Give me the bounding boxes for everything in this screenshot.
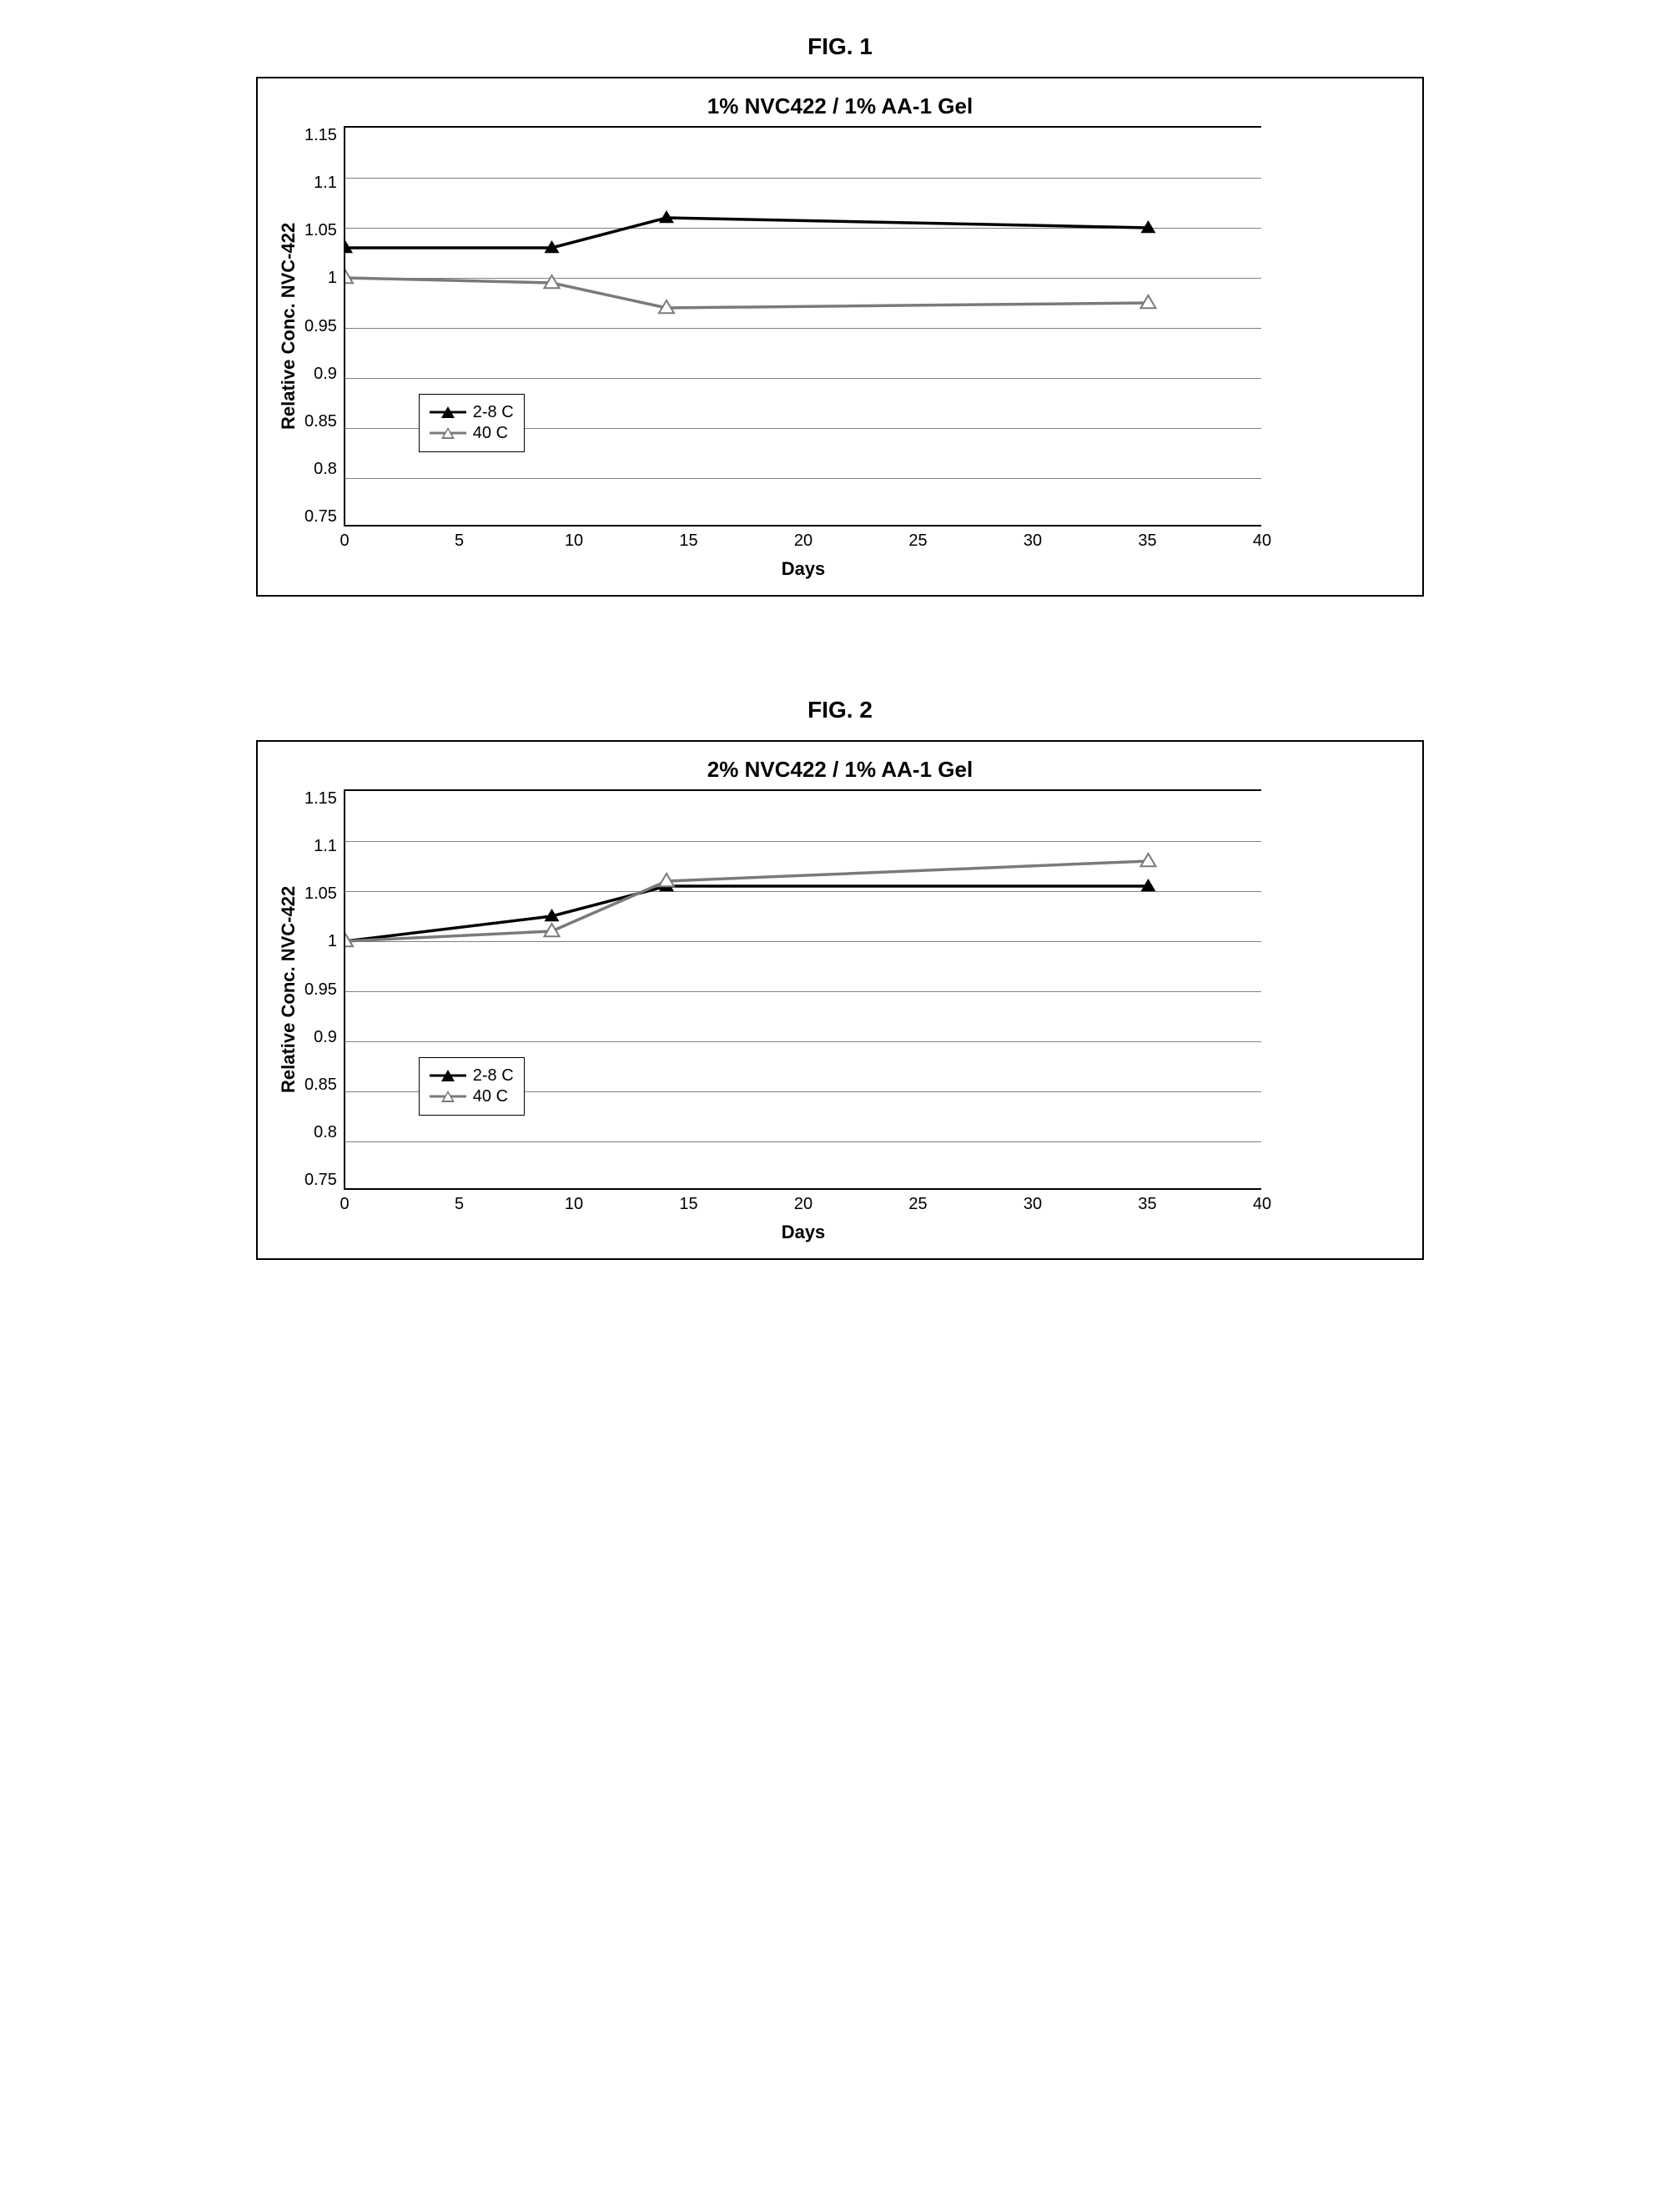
legend-label: 40 C — [473, 424, 508, 443]
x-axis-area: 0510152025303540Days — [345, 532, 1262, 580]
x-tick-label: 30 — [1020, 1195, 1045, 1214]
legend-swatch — [430, 425, 466, 441]
figure-label: FIG. 2 — [256, 697, 1424, 723]
series-line — [345, 278, 1149, 308]
y-tick-label: 0.8 — [314, 1123, 337, 1142]
x-axis-area: 0510152025303540Days — [345, 1195, 1262, 1243]
figure-spacer — [256, 597, 1424, 697]
x-tick-label: 30 — [1020, 532, 1045, 551]
y-tick-label: 0.85 — [304, 1076, 337, 1095]
y-tick-label: 0.85 — [304, 412, 337, 431]
x-tick-label: 20 — [791, 1195, 816, 1214]
y-axis-label: Relative Conc. NVC-422 — [273, 126, 304, 527]
x-tick-label: 40 — [1250, 532, 1275, 551]
plot-area: 2-8 C 40 C — [344, 126, 1261, 527]
legend: 2-8 C 40 C — [419, 394, 525, 452]
x-tick-label: 0 — [332, 532, 357, 551]
y-tick-label: 0.9 — [314, 365, 337, 384]
legend: 2-8 C40 C — [419, 1057, 525, 1116]
chart-area: Relative Conc. NVC-4221.15 1.1 1.05 1 0.95 0.… — [273, 126, 1407, 527]
y-tick-label: 0.75 — [304, 1171, 337, 1190]
x-tick-label: 5 — [447, 532, 472, 551]
y-tick-label: 1.15 — [304, 789, 337, 809]
legend-item: 40 C — [430, 1087, 514, 1106]
chart-svg — [345, 128, 1263, 528]
legend-swatch — [430, 1067, 466, 1084]
y-tick-label: 0.95 — [304, 980, 337, 1000]
legend-item: 40 C — [430, 424, 514, 443]
figure-label: FIG. 1 — [256, 33, 1424, 60]
y-tick-label: 1.05 — [304, 884, 337, 904]
y-tick-label: 1.15 — [304, 126, 337, 145]
triangle-icon — [441, 1070, 455, 1081]
triangle-icon — [441, 406, 455, 418]
series-line — [345, 218, 1149, 248]
x-tick-label: 25 — [906, 1195, 931, 1214]
y-tick-label: 1 — [328, 932, 337, 951]
y-tick-label: 0.9 — [314, 1028, 337, 1047]
x-tick-label: 10 — [561, 532, 586, 551]
x-tick-label: 15 — [677, 532, 702, 551]
chart-svg — [345, 791, 1263, 1192]
y-tick-label: 0.95 — [304, 317, 337, 336]
x-axis-label: Days — [345, 1222, 1262, 1243]
chart-title: 1% NVC422 / 1% AA-1 Gel — [273, 93, 1407, 119]
y-tick-container: 1.15 1.1 1.05 1 0.95 0.9 0.85 0.8 0.75 — [304, 126, 344, 527]
legend-label: 2-8 C — [473, 403, 514, 422]
x-tick-label: 35 — [1135, 1195, 1160, 1214]
y-tick-label: 0.8 — [314, 460, 337, 479]
y-tick-label: 1.05 — [304, 221, 337, 240]
series-line — [345, 861, 1149, 941]
x-tick-container: 0510152025303540 — [345, 532, 1262, 553]
x-tick-label: 40 — [1250, 1195, 1275, 1214]
figure-container: 2% NVC422 / 1% AA-1 Gel Relative Conc. NV… — [256, 740, 1424, 1260]
x-tick-label: 15 — [677, 1195, 702, 1214]
x-axis-label: Days — [345, 558, 1262, 580]
x-tick-container: 0510152025303540 — [345, 1195, 1262, 1217]
x-tick-label: 10 — [561, 1195, 586, 1214]
figure-container: 1% NVC422 / 1% AA-1 Gel Relative Conc. NV… — [256, 77, 1424, 597]
y-tick-container: 1.15 1.1 1.05 1 0.95 0.9 0.85 0.8 0.75 — [304, 789, 344, 1190]
legend-swatch — [430, 404, 466, 421]
x-tick-label: 5 — [447, 1195, 472, 1214]
legend-item: 2-8 C — [430, 403, 514, 422]
x-tick-label: 35 — [1135, 532, 1160, 551]
triangle-icon — [441, 1091, 455, 1102]
legend-label: 40 C — [473, 1087, 508, 1106]
series-line — [345, 886, 1149, 941]
x-tick-label: 25 — [906, 532, 931, 551]
chart-title: 2% NVC422 / 1% AA-1 Gel — [273, 757, 1407, 783]
x-tick-label: 20 — [791, 532, 816, 551]
x-tick-label: 0 — [332, 1195, 357, 1214]
legend-item: 2-8 C — [430, 1066, 514, 1086]
y-tick-label: 1 — [328, 269, 337, 288]
legend-swatch — [430, 1088, 466, 1105]
plot-area: 2-8 C40 C — [344, 789, 1261, 1190]
y-tick-label: 1.1 — [314, 837, 337, 856]
y-tick-label: 0.75 — [304, 507, 337, 527]
y-tick-label: 1.1 — [314, 174, 337, 193]
legend-label: 2-8 C — [473, 1066, 514, 1086]
chart-area: Relative Conc. NVC-4221.15 1.1 1.05 1 0.95 0.… — [273, 789, 1407, 1190]
y-axis-label: Relative Conc. NVC-422 — [273, 789, 304, 1190]
triangle-icon — [441, 427, 455, 439]
